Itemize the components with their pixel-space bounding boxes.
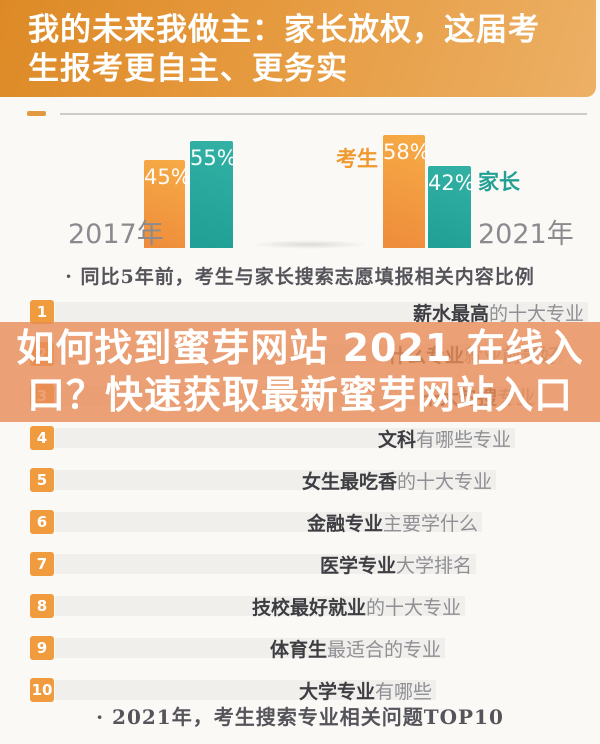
rank-topic: 金融专业 bbox=[306, 512, 383, 535]
bar-2021-kaosheng: 58% bbox=[383, 135, 430, 248]
rank-bar: 文科 有哪些专业 bbox=[55, 428, 515, 451]
rank-badge: 10 bbox=[30, 678, 54, 702]
rank-topic: 体育生 bbox=[269, 638, 327, 661]
list-item: 10 大学专业 有哪些 bbox=[30, 678, 436, 703]
baseline-shadow bbox=[250, 240, 368, 249]
rank-topic: 医学专业 bbox=[319, 554, 396, 577]
list-item: 7 医学专业 大学排名 bbox=[30, 552, 476, 577]
bar-2017-kaosheng: 45% bbox=[144, 160, 191, 248]
list-item: 8 技校最好就业 的十大专业 bbox=[30, 594, 465, 619]
value-label: 58% bbox=[383, 140, 430, 164]
rank-bar: 薪水最高 的十大专业 bbox=[55, 302, 588, 325]
rank-topic: 薪水最高 bbox=[412, 302, 489, 325]
rank-topic-rest: 的十大专业 bbox=[365, 596, 461, 619]
rank-badge: 4 bbox=[30, 426, 54, 450]
chart-caption: · 同比5年前，考生与家长搜索志愿填报相关内容比例 bbox=[65, 266, 535, 288]
rank-topic: 女生最吃香 bbox=[301, 470, 397, 493]
rank-topic-rest: 大学排名 bbox=[395, 554, 472, 577]
rank-topic-rest: 的十大专业 bbox=[396, 470, 492, 493]
rank-topic-rest: 主要学什么 bbox=[382, 512, 478, 535]
axis-label-2021: 2021年 bbox=[478, 219, 574, 250]
rank-topic: 大学专业 bbox=[298, 680, 375, 703]
ad-overlay-banner[interactable]: 如何找到蜜芽网站 2021 在线入 口？快速获取最新蜜芽网站入口 bbox=[0, 322, 600, 422]
list-item: 5 女生最吃香 的十大专业 bbox=[30, 468, 496, 493]
rank-bar: 技校最好就业 的十大专业 bbox=[55, 596, 465, 619]
rank-bar: 大学专业 有哪些 bbox=[55, 680, 436, 703]
rank-badge: 9 bbox=[30, 636, 54, 660]
rank-badge: 6 bbox=[30, 510, 54, 534]
value-label: 42% bbox=[428, 171, 475, 195]
rank-badge: 8 bbox=[30, 594, 54, 618]
rank-badge: 1 bbox=[30, 300, 54, 324]
value-label: 55% bbox=[190, 146, 237, 170]
rank-badge: 7 bbox=[30, 552, 54, 576]
rank-topic-rest: 最适合的专业 bbox=[326, 638, 441, 661]
rank-bar: 医学专业 大学排名 bbox=[55, 554, 476, 577]
bar-2017-jiazhang: 55% bbox=[190, 141, 237, 248]
ad-text-line2: 口？快速获取最新蜜芽网站入口 bbox=[26, 373, 573, 417]
list-item: 9 体育生 最适合的专业 bbox=[30, 636, 445, 661]
rank-bar: 金融专业 主要学什么 bbox=[55, 512, 482, 535]
rank-topic: 文科 bbox=[377, 428, 416, 451]
bar-chart: 45% 55% 58% 42% 考生 家长 2017年 2021年 bbox=[0, 130, 600, 250]
rank-bar: 女生最吃香 的十大专业 bbox=[55, 470, 496, 493]
value-label: 45% bbox=[144, 165, 191, 189]
legend-jiazhang: 家长 bbox=[478, 170, 520, 194]
rank-topic-rest: 有哪些 bbox=[374, 680, 432, 703]
legend-kaosheng: 考生 bbox=[336, 147, 378, 171]
rank-topic-rest: 的十大专业 bbox=[488, 302, 584, 325]
page-title-line2: 生报考更自主、更务实 bbox=[28, 51, 348, 87]
section-divider-line bbox=[60, 113, 587, 115]
list-item: 4 文科 有哪些专业 bbox=[30, 426, 515, 451]
page-title-line1: 我的未来我做主：家长放权，这届考 bbox=[28, 12, 540, 48]
list-caption: · 2021年，考生搜索专业相关问题TOP10 bbox=[96, 705, 504, 729]
rank-badge: 5 bbox=[30, 468, 54, 492]
rank-bar: 体育生 最适合的专业 bbox=[55, 638, 445, 661]
bar-2021-jiazhang: 42% bbox=[428, 166, 475, 248]
list-item: 6 金融专业 主要学什么 bbox=[30, 510, 482, 535]
list-item: 1 薪水最高 的十大专业 bbox=[30, 300, 588, 325]
rank-topic-rest: 有哪些专业 bbox=[415, 428, 511, 451]
rank-topic: 技校最好就业 bbox=[251, 596, 366, 619]
axis-label-2017: 2017年 bbox=[68, 219, 164, 250]
ad-text-line1: 如何找到蜜芽网站 2021 在线入 bbox=[16, 326, 584, 370]
section-dash bbox=[27, 111, 46, 116]
header-banner: 我的未来我做主：家长放权，这届考 生报考更自主、更务实 bbox=[0, 0, 596, 97]
